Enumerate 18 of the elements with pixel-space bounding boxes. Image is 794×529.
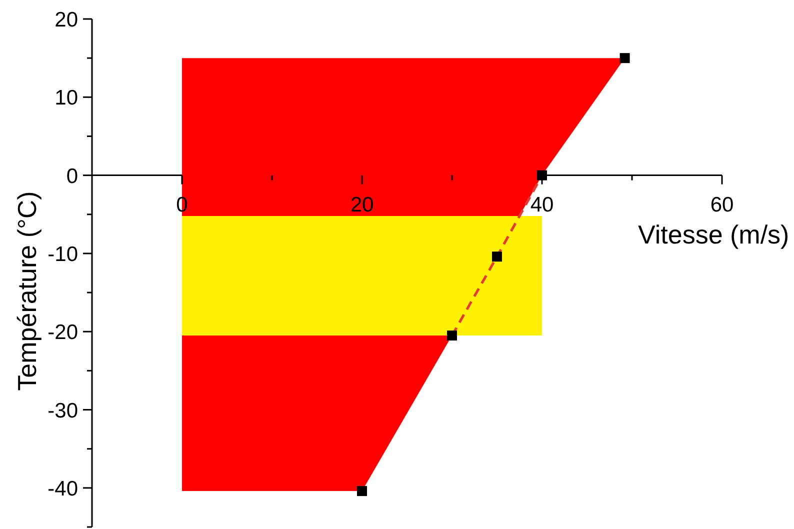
y-tick-label: 0 <box>66 164 78 188</box>
y-tick-label: -40 <box>48 477 78 500</box>
point <box>620 53 630 64</box>
point <box>447 330 457 341</box>
y-tick-label: -20 <box>48 321 78 344</box>
y-tick-label: 20 <box>54 8 78 32</box>
y-axis-title: Température (°C) <box>12 191 42 391</box>
point <box>357 486 367 496</box>
y-tick-label: 10 <box>54 86 78 110</box>
point <box>537 170 547 180</box>
y-tick-label: -10 <box>48 243 78 266</box>
y-tick-label: -30 <box>48 399 78 422</box>
x-tick-label: 60 <box>710 193 734 216</box>
x-axis-title: Vitesse (m/s) <box>638 219 790 250</box>
x-tick-label: 40 <box>530 193 554 216</box>
point <box>492 252 502 262</box>
x-tick-label: 0 <box>176 193 188 216</box>
x-tick-label: 20 <box>350 193 374 216</box>
